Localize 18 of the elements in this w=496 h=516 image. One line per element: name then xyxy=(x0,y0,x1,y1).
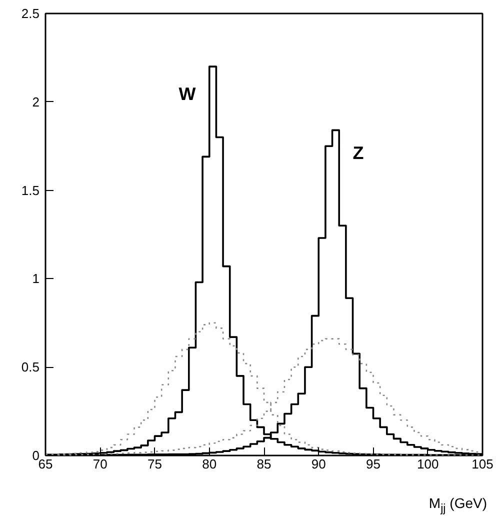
x-axis-title: M$_{jj}$ (GeV) xyxy=(428,494,487,516)
y-tick-label: 0.5 xyxy=(21,360,40,375)
y-tick-label: 2.5 xyxy=(21,6,40,21)
series-label: W xyxy=(178,84,196,104)
y-tick-label: 1.5 xyxy=(21,182,40,198)
x-tick-label: 95 xyxy=(366,456,380,472)
y-tick-label: 2 xyxy=(32,94,40,110)
x-tick-label: 105 xyxy=(472,456,494,472)
x-tick-label: 65 xyxy=(38,456,53,472)
x-tick-label: 70 xyxy=(92,456,108,472)
x-tick-label: 85 xyxy=(256,456,272,472)
y-tick-label: 0 xyxy=(32,448,40,463)
x-tick-label: 100 xyxy=(417,456,439,472)
x-tick-label: 90 xyxy=(311,456,326,472)
series-label: Z xyxy=(352,142,364,163)
x-tick-label: 80 xyxy=(202,456,217,472)
x-tick-label: 75 xyxy=(148,456,162,472)
y-tick-label: 1 xyxy=(32,271,40,286)
